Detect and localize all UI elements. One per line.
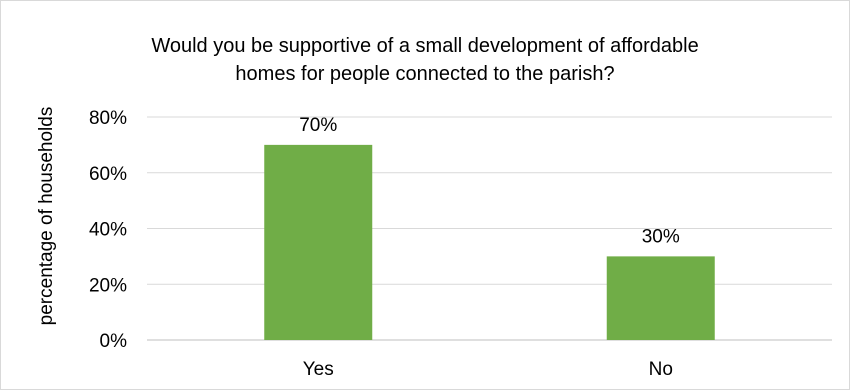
y-tick-label: 80% bbox=[89, 108, 127, 129]
x-tick-label: Yes bbox=[303, 359, 334, 380]
data-label: 70% bbox=[299, 115, 337, 136]
y-tick-label: 60% bbox=[89, 164, 127, 185]
y-tick-label: 0% bbox=[100, 331, 128, 352]
bars: 70% 30% bbox=[264, 115, 715, 340]
y-tick-label: 20% bbox=[89, 275, 127, 296]
gridlines bbox=[147, 116, 832, 341]
chart-title-line-2: homes for people connected to the parish… bbox=[235, 63, 614, 85]
y-axis-title: percentage of households bbox=[36, 107, 57, 326]
chart-title-line-1: Would you be supportive of a small devel… bbox=[151, 35, 698, 57]
x-axis-ticks: Yes No bbox=[303, 359, 673, 380]
bar-yes bbox=[264, 144, 373, 340]
y-axis-ticks: 0% 20% 40% 60% 80% bbox=[89, 108, 127, 352]
y-tick-label: 40% bbox=[89, 220, 127, 241]
data-label: 30% bbox=[642, 226, 680, 247]
bar-no bbox=[606, 256, 715, 340]
x-tick-label: No bbox=[649, 359, 673, 380]
